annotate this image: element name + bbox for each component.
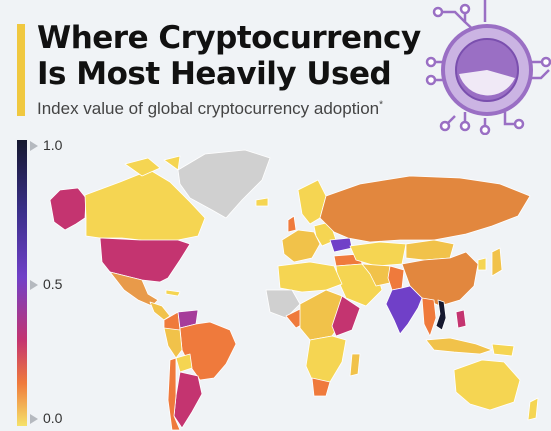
indonesia	[425, 337, 493, 355]
crypto-coin-icon	[425, 0, 551, 135]
europe-west	[281, 229, 321, 263]
new-zealand	[527, 397, 539, 421]
page-title: Where Cryptocurrency Is Most Heavily Use…	[37, 20, 427, 92]
australia	[453, 359, 521, 411]
legend-min-label: 0.0	[30, 410, 62, 426]
subtitle: Index value of global cryptocurrency ado…	[37, 99, 383, 119]
usa	[99, 237, 191, 283]
central-america	[149, 301, 171, 321]
title-line-2: Is Most Heavily Used	[37, 56, 392, 92]
kenya-east	[331, 295, 361, 337]
legend-max-label: 1.0	[30, 137, 62, 153]
sahel-west	[265, 289, 301, 319]
caribbean	[165, 289, 181, 297]
mexico	[109, 271, 159, 307]
color-scale-bar	[17, 140, 27, 426]
india	[385, 285, 423, 335]
subtitle-text: Index value of global cryptocurrency ado…	[37, 99, 380, 118]
philippines	[455, 309, 467, 329]
iceland	[255, 197, 269, 207]
title-accent-bar	[17, 24, 25, 116]
canada-islands	[124, 155, 181, 177]
brazil	[179, 321, 237, 381]
new-guinea	[491, 343, 515, 357]
greenland	[177, 149, 271, 219]
chile	[167, 357, 181, 431]
russia	[319, 175, 531, 243]
footnote-mark: *	[379, 99, 384, 111]
korea	[477, 257, 487, 271]
world-map	[49, 149, 539, 431]
myanmar-thailand	[421, 297, 437, 337]
legend-mid-label: 0.5	[30, 276, 62, 292]
mongolia	[405, 239, 455, 261]
title-line-1: Where Cryptocurrency	[37, 20, 421, 56]
alaska	[49, 187, 87, 231]
iran-afgh	[361, 263, 395, 287]
south-africa	[311, 377, 331, 397]
bolivia	[175, 353, 193, 373]
pakistan	[387, 265, 405, 291]
north-africa	[277, 261, 343, 293]
argentina	[173, 371, 203, 429]
peru	[163, 327, 183, 359]
uk	[287, 215, 297, 233]
vietnam	[435, 299, 447, 331]
madagascar	[349, 353, 361, 377]
southern-africa	[305, 335, 347, 385]
canada	[84, 169, 206, 245]
ukraine	[329, 237, 353, 253]
japan	[491, 247, 503, 277]
